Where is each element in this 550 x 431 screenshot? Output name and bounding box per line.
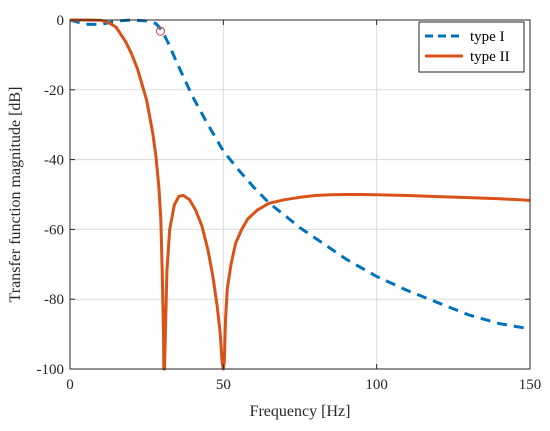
plot-frame: [69, 19, 531, 370]
y-axis-title: Transfer function magnitude [dB]: [7, 87, 24, 303]
x-axis-title: Frequency [Hz]: [250, 403, 351, 420]
series-line-type-i: [69, 18, 531, 331]
legend-label-type-ii: type II: [470, 49, 510, 65]
legend-box: [418, 21, 525, 73]
legend: type I type II: [418, 21, 525, 73]
y-tick-label: -20: [44, 83, 64, 99]
series-line-type-ii: [70, 18, 531, 371]
x-tick-label: 0: [66, 377, 74, 393]
y-tick-label: -60: [44, 222, 64, 238]
y-tick-label: -80: [44, 292, 64, 308]
x-tick-label: 100: [365, 377, 388, 393]
series-layer: [69, 18, 531, 371]
y-tick-label: 0: [57, 13, 65, 29]
x-tick-label: 50: [216, 377, 231, 393]
x-tick-label: 150: [519, 377, 542, 393]
y-tick-label: -100: [37, 362, 65, 378]
plot-area: [70, 20, 530, 369]
legend-label-type-i: type I: [470, 29, 505, 45]
marker-circle: [155, 26, 166, 36]
y-tick-label: -40: [44, 153, 64, 169]
axis-ticks: 0 50 100 150 0 -20 -40 -60 -80 -100: [37, 13, 542, 393]
markers-layer: [155, 26, 166, 36]
